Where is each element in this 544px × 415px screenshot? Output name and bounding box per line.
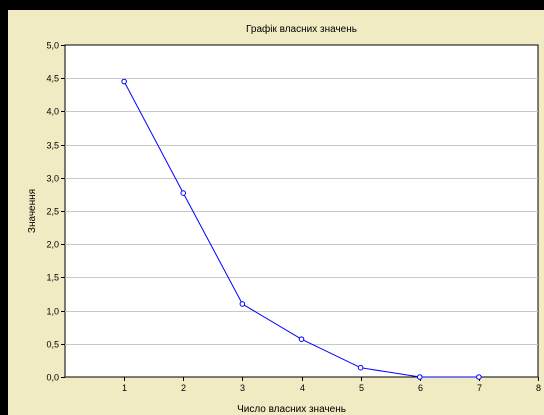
y-tick-label: 4,0 xyxy=(46,107,59,117)
series-layer xyxy=(121,78,482,380)
y-tick-label: 2,0 xyxy=(46,240,59,250)
y-tick-label: 1,5 xyxy=(46,273,59,283)
x-axis-label: Число власних значень xyxy=(237,404,346,415)
x-tick-label: 8 xyxy=(536,383,541,393)
x-tick-label: 4 xyxy=(300,383,305,393)
data-point xyxy=(239,301,246,307)
data-point xyxy=(416,374,423,380)
x-tick-label: 5 xyxy=(359,383,364,393)
y-tick-label: 3,0 xyxy=(46,174,59,184)
x-axis-ticks: 1 2 3 4 5 6 7 8 xyxy=(122,377,541,393)
x-tick-label: 6 xyxy=(418,383,423,393)
data-point xyxy=(180,190,187,196)
y-tick-label: 0,0 xyxy=(46,373,59,383)
y-tick-label: 5,0 xyxy=(46,41,59,51)
x-tick-label: 3 xyxy=(240,383,245,393)
chart-title: Графік власних значень xyxy=(246,23,357,35)
x-tick-label: 7 xyxy=(477,383,482,393)
y-tick-label: 0,5 xyxy=(46,340,59,350)
data-point xyxy=(357,364,364,371)
y-tick-label: 2,5 xyxy=(46,207,59,217)
data-point xyxy=(298,336,305,342)
y-tick-label: 1,0 xyxy=(46,307,59,317)
y-tick-label: 3,5 xyxy=(46,141,59,151)
data-point xyxy=(476,374,482,380)
y-axis-ticks: 0,0 0,5 1,0 1,5 2,0 2,5 3,0 3,5 4,0 4,5 5,0 xyxy=(46,41,65,383)
data-point xyxy=(121,78,127,85)
x-tick-label: 2 xyxy=(181,383,186,393)
y-axis-label: Значення xyxy=(27,189,38,233)
x-tick-label: 1 xyxy=(122,383,127,393)
y-tick-label: 4,5 xyxy=(46,74,59,84)
grid-lines xyxy=(65,78,538,345)
